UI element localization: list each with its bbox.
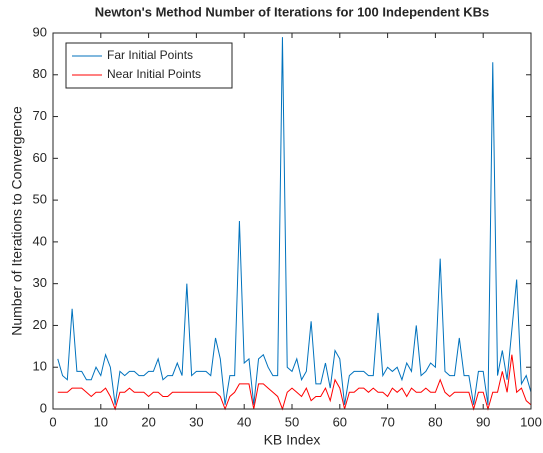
x-tick-label: 100 [520,414,542,429]
x-tick-label: 0 [49,414,56,429]
x-tick-label: 70 [380,414,394,429]
series-line [57,37,532,405]
y-tick-label: 80 [33,66,47,81]
x-tick-label: 60 [333,414,347,429]
legend-label: Near Initial Points [107,67,201,81]
y-tick-label: 40 [33,233,47,248]
y-tick-label: 60 [33,150,47,165]
legend-label: Far Initial Points [107,48,193,62]
x-axis-label: KB Index [264,432,321,448]
y-tick-label: 10 [33,359,47,374]
x-tick-label: 10 [94,414,108,429]
y-tick-label: 90 [33,24,47,39]
y-tick-label: 50 [33,192,47,207]
y-tick-label: 70 [33,108,47,123]
x-tick-label: 40 [237,414,251,429]
series-line [57,354,532,411]
y-axis-label: Number of Iterations to Convergence [9,106,25,336]
plot-area [53,33,531,409]
x-tick-label: 20 [141,414,155,429]
x-tick-label: 50 [285,414,299,429]
axes-box [52,32,532,410]
x-tick-label: 30 [189,414,203,429]
chart-title: Newton's Method Number of Iterations for… [95,4,490,19]
y-tick-label: 0 [40,400,47,415]
legend-box [65,42,233,89]
x-tick-label: 90 [476,414,490,429]
x-tick-label: 80 [428,414,442,429]
y-tick-label: 30 [33,275,47,290]
y-tick-label: 20 [33,317,47,332]
